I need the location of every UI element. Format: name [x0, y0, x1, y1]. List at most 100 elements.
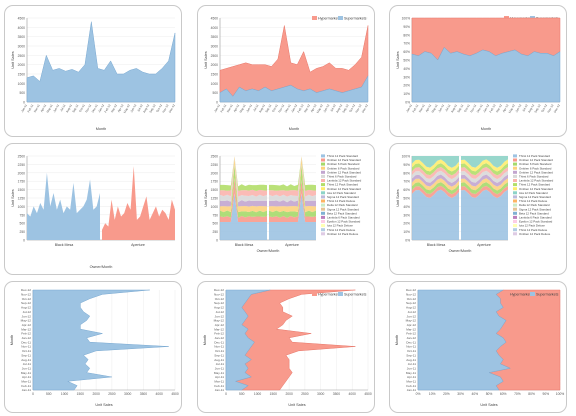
x-tick-label: Aug-11	[450, 103, 458, 113]
product-area-band	[461, 174, 508, 187]
legend-swatch-product	[321, 199, 325, 203]
x-tick-label: Apr-11	[232, 103, 240, 113]
x-tick-label: 90%	[542, 392, 549, 396]
x-tick-label: Jul-12	[329, 103, 337, 112]
y-tick-label: Mar-12	[21, 327, 31, 331]
legend-label-product: Thirst 12 Pack Standard	[327, 183, 358, 187]
legend-label-product: Ombien 12 Pack Standard	[519, 187, 553, 191]
legend-label-supermarkets: Supermarkets	[536, 293, 559, 297]
legend-swatch-product	[513, 158, 517, 162]
y-tick-label: May-11	[21, 371, 31, 375]
legend-label-hypermarkets: Hypermarkets	[510, 293, 533, 297]
y-tick-label: 2500	[18, 54, 26, 58]
x-tick-label: Oct-11	[463, 103, 471, 113]
area-hypermarkets	[234, 289, 356, 391]
x-tick-label: Aug-12	[527, 103, 535, 113]
y-tick-label: Aug-11	[21, 358, 31, 362]
legend-label-product: Thirst 12 Pack Deluxe	[327, 228, 356, 232]
x-tick-label: Apr-12	[502, 103, 510, 113]
y-tick-label: 30%	[403, 75, 410, 79]
legend-label-product: Sigma 12 Pack Standard	[327, 207, 359, 211]
x-tick-label: May-12	[316, 103, 324, 114]
x-tick-label: Sep-12	[148, 103, 156, 113]
product-area-band	[412, 159, 459, 172]
x-tick-label: Apr-12	[310, 103, 318, 113]
x-tick-label: 70%	[514, 392, 521, 396]
x-tick-label: Jun-12	[322, 103, 330, 113]
legend-swatch-product	[321, 187, 325, 191]
product-area-band	[220, 177, 267, 222]
legend-swatch-product	[513, 187, 517, 191]
legend-label-product: Delta 12 Pack Standard	[327, 203, 358, 207]
y-tick-label: Feb-12	[214, 332, 224, 336]
x-tick-label: 1500	[270, 392, 278, 396]
legend-label-product: Ombien 12 Pack Deluxe	[519, 232, 551, 236]
y-tick-label: 1500	[211, 73, 219, 77]
y-tick-label: 0	[23, 239, 25, 243]
legend-label-product: Thirst 12 Pack Standard	[519, 154, 550, 158]
y-tick-label: Nov-11	[214, 345, 224, 349]
legend-swatch-supermarkets	[530, 292, 535, 296]
x-tick-label: Oct-11	[271, 103, 279, 113]
y-tick-label: May-12	[214, 319, 225, 323]
y-tick-label: Jul-11	[23, 362, 31, 366]
y-tick-label: 2000	[18, 171, 26, 175]
legend-label-product: Ombien 6 Pack Standard	[519, 166, 552, 170]
x-tick-label: Jun-12	[514, 103, 522, 113]
y-tick-label: Apr-12	[215, 323, 225, 327]
y-tick-label: Oct-11	[407, 349, 416, 353]
y-tick-label: Oct-12	[215, 297, 225, 301]
x-tick-label: 500	[239, 392, 245, 396]
x-tick-label: 0	[225, 392, 227, 396]
area-total	[26, 21, 176, 103]
x-tick-label: 50%	[486, 392, 493, 396]
legend-swatch-product	[513, 207, 517, 211]
y-tick-label: Aug-12	[214, 306, 224, 310]
y-axis-title: Unit Sales	[204, 51, 208, 68]
legend-label-hypermarkets: Hypermarkets	[318, 293, 341, 297]
y-tick-label: Jun-12	[22, 314, 32, 318]
x-tick-label: Oct-12	[155, 103, 163, 113]
y-tick-label: Feb-11	[21, 384, 31, 388]
product-area-band	[461, 156, 508, 168]
x-tick-label: Jan-12	[290, 103, 298, 113]
y-tick-label: Jun-11	[22, 366, 32, 370]
y-tick-label: 90%	[403, 25, 410, 29]
x-axis-title: Unit Sales	[480, 403, 497, 407]
product-area-band	[412, 174, 459, 187]
y-tick-label: Mar-11	[21, 380, 31, 384]
y-tick-label: Feb-12	[406, 332, 416, 336]
x-tick-label: Oct-12	[540, 103, 548, 113]
legend-label-product: Lambda 12 Pack Standard	[327, 179, 362, 183]
x-tick-label: Sep-12	[533, 103, 541, 113]
x-tick-label: Nov-12	[354, 103, 362, 113]
x-axis-title: Month	[289, 127, 300, 131]
y-tick-label: Jun-11	[215, 366, 225, 370]
legend-swatch-product	[321, 203, 325, 207]
x-tick-label: Feb-12	[296, 103, 304, 113]
chart-7-svg: 0 500 1000 1500 2000 2500 3000 3500 4000 4500 Jan-…	[10, 288, 179, 407]
legend-swatch-product	[321, 183, 325, 187]
y-tick-label: Jul-12	[408, 310, 417, 314]
legend-label-product: Thirst 12 Pack Standard	[519, 183, 550, 187]
owner-label-aperture: Aperture	[131, 243, 145, 247]
x-tick-label: 4500	[171, 392, 179, 396]
y-tick-label: 3000	[18, 45, 26, 49]
x-tick-label: 80%	[528, 392, 535, 396]
x-tick-label: Jan-12	[97, 103, 105, 113]
y-tick-label: 2000	[18, 63, 26, 67]
legend-swatch-product	[513, 166, 517, 170]
x-tick-label: Aug-11	[65, 103, 73, 113]
product-area-band	[269, 179, 316, 222]
y-tick-label: 0	[23, 101, 25, 105]
legend-swatch-product	[513, 220, 517, 223]
legend-label-product: Thirst 12 Pack Deluxe	[519, 199, 548, 203]
y-axis-title: Unit Sales	[396, 189, 400, 206]
y-axis-title: Unit Sales	[204, 189, 208, 206]
x-tick-label: Feb-11	[26, 103, 34, 113]
x-tick-label: Sep-11	[456, 103, 464, 113]
product-area-band	[269, 156, 316, 197]
x-axis-title: Owner/Month	[257, 249, 280, 253]
product-area-band	[269, 156, 316, 207]
x-tick-label: Mar-12	[110, 103, 118, 113]
